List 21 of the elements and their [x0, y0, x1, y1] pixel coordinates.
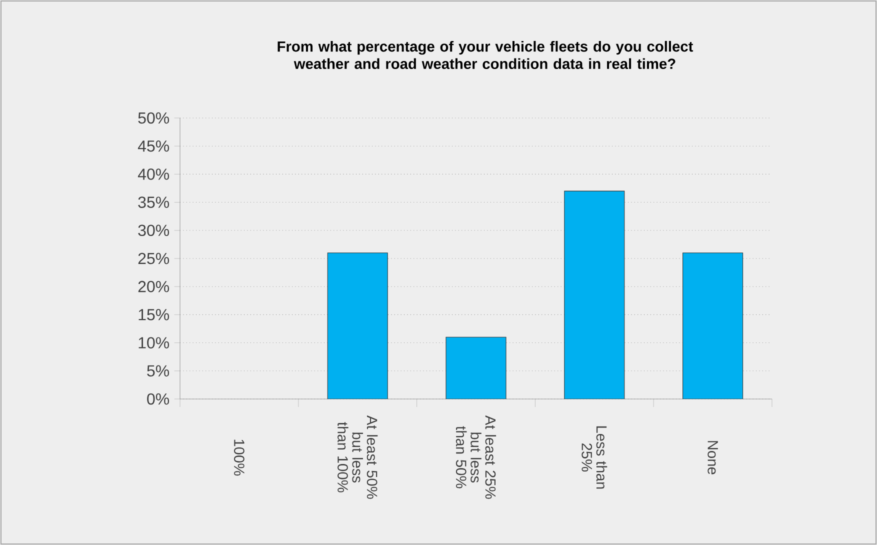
y-tick-label: 40% [138, 168, 170, 180]
x-tick-label: At least 25% but less than 50% [456, 415, 496, 499]
bar [327, 252, 388, 399]
y-tick-label: 50% [138, 112, 170, 124]
x-tick-label: At least 50% but less than 100% [338, 415, 378, 499]
y-tick-label: 30% [138, 224, 170, 236]
chart-title: From what percentage of your vehicle fleets do you collect weather and road weather condition data in real time? [278, 40, 694, 70]
x-tick-label: 100% [234, 440, 244, 476]
y-tick-label: 15% [138, 309, 170, 320]
y-tick-label: 45% [138, 140, 170, 152]
y-tick-label: 20% [138, 280, 170, 292]
y-tick-label: 25% [138, 252, 170, 264]
y-tick-label: 5% [147, 365, 170, 377]
bar [446, 336, 506, 399]
x-tick-label: None [708, 441, 718, 474]
y-tick-label: 0% [147, 393, 170, 405]
bar [682, 252, 744, 399]
y-tick-label: 35% [138, 196, 170, 208]
x-tick-label: Less than 25% [582, 426, 608, 489]
y-tick-label: 10% [138, 337, 170, 348]
bar [564, 190, 625, 399]
